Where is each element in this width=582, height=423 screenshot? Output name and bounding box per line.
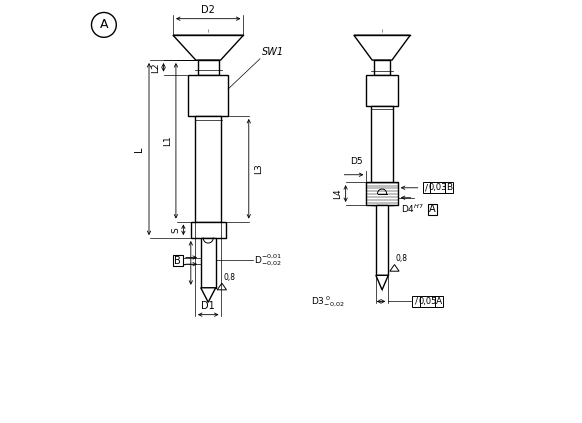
Polygon shape: [201, 238, 216, 288]
Polygon shape: [366, 182, 398, 205]
Text: L: L: [134, 146, 144, 152]
Text: L4: L4: [333, 188, 342, 199]
Text: A: A: [436, 297, 442, 306]
Text: /: /: [414, 297, 417, 306]
Text: F: F: [179, 260, 188, 266]
Text: 0,8: 0,8: [395, 254, 407, 263]
Text: D1: D1: [201, 300, 215, 310]
Text: D$^{-0{,}01}_{-0{,}02}$: D$^{-0{,}01}_{-0{,}02}$: [254, 253, 282, 268]
Polygon shape: [376, 275, 388, 290]
Text: L3: L3: [254, 163, 262, 174]
Text: B: B: [446, 183, 452, 192]
Polygon shape: [201, 288, 216, 302]
Polygon shape: [354, 35, 410, 60]
Bar: [420, 296, 435, 307]
Bar: [428, 204, 436, 215]
Polygon shape: [374, 60, 391, 74]
Polygon shape: [191, 222, 226, 238]
Text: A: A: [429, 204, 435, 214]
Bar: [435, 296, 443, 307]
Text: L2: L2: [151, 62, 160, 73]
Polygon shape: [198, 60, 219, 74]
Polygon shape: [173, 35, 243, 60]
Text: D4$^{H7}$: D4$^{H7}$: [401, 203, 424, 215]
Text: /: /: [425, 183, 428, 192]
Polygon shape: [371, 106, 393, 205]
Bar: [430, 182, 445, 193]
Bar: [445, 182, 453, 193]
Text: D3$^{\ 0}_{-0{,}02}$: D3$^{\ 0}_{-0{,}02}$: [311, 294, 345, 309]
Text: 0,8: 0,8: [223, 272, 235, 282]
Text: D2: D2: [201, 5, 215, 14]
Polygon shape: [195, 116, 222, 222]
Polygon shape: [189, 74, 228, 116]
Bar: [412, 296, 420, 307]
Polygon shape: [366, 74, 398, 106]
Text: B: B: [174, 256, 181, 266]
Text: A: A: [100, 18, 108, 31]
Bar: [173, 255, 183, 266]
Text: 0,03: 0,03: [428, 183, 447, 192]
Text: S: S: [171, 227, 180, 233]
Polygon shape: [376, 205, 388, 275]
Text: 0,05: 0,05: [418, 297, 436, 306]
Text: L1: L1: [163, 135, 172, 146]
Text: SW1: SW1: [262, 47, 284, 57]
Text: D5: D5: [350, 157, 363, 166]
Bar: [423, 182, 430, 193]
